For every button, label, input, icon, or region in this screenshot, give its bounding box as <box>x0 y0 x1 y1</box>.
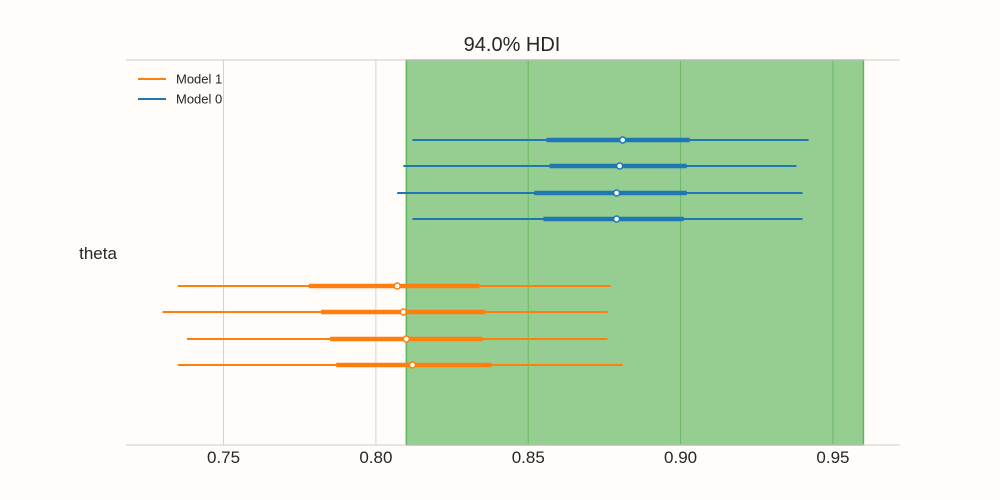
median-point <box>402 335 411 343</box>
median-point <box>618 136 627 144</box>
x-tick-label: 0.85 <box>512 448 545 467</box>
median-point <box>393 282 401 290</box>
legend-label: Model 1 <box>176 72 222 87</box>
x-tick-label: 0.75 <box>207 448 240 467</box>
x-tick-label: 0.90 <box>664 448 697 467</box>
median-point <box>612 215 621 223</box>
median-point <box>408 361 417 369</box>
x-tick-label: 0.80 <box>359 448 392 467</box>
y-axis-label: theta <box>79 244 117 263</box>
median-point <box>399 308 408 316</box>
median-point <box>615 162 624 170</box>
hdi-band <box>405 59 865 446</box>
median-point <box>612 189 621 197</box>
x-tick-label: 0.95 <box>816 448 849 467</box>
legend-label: Model 0 <box>176 92 222 107</box>
chart-title: 94.0% HDI <box>464 34 561 56</box>
